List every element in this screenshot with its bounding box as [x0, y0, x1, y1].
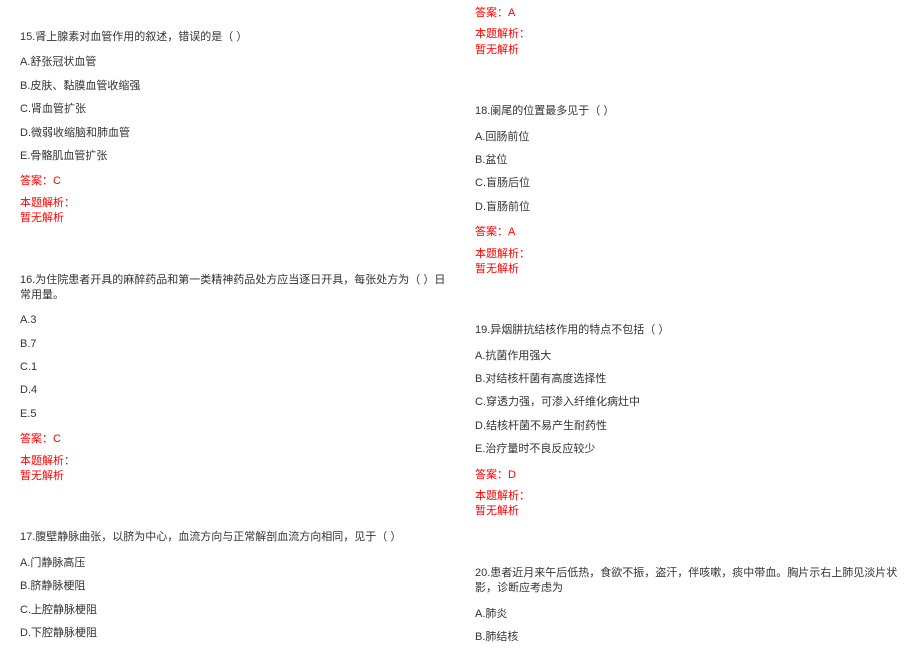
q20-option-b: B.肺结核: [475, 630, 905, 645]
q19-analysis-label: 本题解析：: [475, 489, 905, 504]
q15-option-c: C.肾血管扩张: [20, 102, 450, 117]
q17-title: 17.腹壁静脉曲张，以脐为中心，血流方向与正常解剖血流方向相同，见于（ ）: [20, 530, 450, 545]
q16-analysis-label: 本题解析：: [20, 454, 450, 469]
q19-option-c: C.穿透力强，可渗入纤维化病灶中: [475, 395, 905, 410]
right-column: 答案：A 本题解析： 暂无解析 18.阑尾的位置最多见于（ ） A.回肠前位 B…: [475, 0, 905, 653]
q16-option-b: B.7: [20, 337, 450, 352]
q19-answer: 答案：D: [475, 468, 905, 483]
q18-title: 18.阑尾的位置最多见于（ ）: [475, 104, 905, 119]
q15-option-e: E.骨骼肌血管扩张: [20, 149, 450, 164]
q15-option-d: D.微弱收缩脑和肺血管: [20, 126, 450, 141]
q15-analysis-label: 本题解析：: [20, 196, 450, 211]
q16-answer: 答案：C: [20, 432, 450, 447]
q17-analysis-label: 本题解析：: [475, 27, 905, 42]
q16-option-c: C.1: [20, 360, 450, 375]
q20-option-a: A.肺炎: [475, 607, 905, 622]
q18-option-a: A.回肠前位: [475, 130, 905, 145]
q15-answer: 答案：C: [20, 174, 450, 189]
q18-answer: 答案：A: [475, 225, 905, 240]
q17-option-c: C.上腔静脉梗阻: [20, 603, 450, 618]
q19-option-a: A.抗菌作用强大: [475, 349, 905, 364]
q19-option-e: E.治疗量时不良反应较少: [475, 442, 905, 457]
q20-title: 20.患者近月来午后低热，食欲不振，盗汗，伴咳嗽，痰中带血。胸片示右上肺见淡片状…: [475, 566, 905, 597]
q19-analysis-text: 暂无解析: [475, 504, 905, 519]
q18-option-c: C.盲肠后位: [475, 176, 905, 191]
q19-option-d: D.结核杆菌不易产生耐药性: [475, 419, 905, 434]
q15-option-a: A.舒张冠状血管: [20, 55, 450, 70]
q15-title: 15.肾上腺素对血管作用的叙述，错误的是（ ）: [20, 30, 450, 45]
q16-option-e: E.5: [20, 407, 450, 422]
q15-option-b: B.皮肤、黏膜血管收缩强: [20, 79, 450, 94]
q18-option-b: B.盆位: [475, 153, 905, 168]
q18-analysis-text: 暂无解析: [475, 262, 905, 277]
q18-option-d: D.盲肠前位: [475, 200, 905, 215]
q19-title: 19.异烟肼抗结核作用的特点不包括（ ）: [475, 323, 905, 338]
q17-option-a: A.门静脉高压: [20, 556, 450, 571]
q16-analysis-text: 暂无解析: [20, 469, 450, 484]
q16-option-d: D.4: [20, 383, 450, 398]
q17-answer: 答案：A: [475, 6, 905, 21]
q16-option-a: A.3: [20, 313, 450, 328]
q18-analysis-label: 本题解析：: [475, 247, 905, 262]
left-column: 15.肾上腺素对血管作用的叙述，错误的是（ ） A.舒张冠状血管 B.皮肤、黏膜…: [20, 0, 450, 649]
q17-analysis-text: 暂无解析: [475, 43, 905, 58]
q15-analysis-text: 暂无解析: [20, 211, 450, 226]
q17-option-d: D.下腔静脉梗阻: [20, 626, 450, 641]
q19-option-b: B.对结核杆菌有高度选择性: [475, 372, 905, 387]
q17-option-b: B.脐静脉梗阻: [20, 579, 450, 594]
q16-title: 16.为住院患者开具的麻醉药品和第一类精神药品处方应当逐日开具，每张处方为（ ）…: [20, 273, 450, 304]
